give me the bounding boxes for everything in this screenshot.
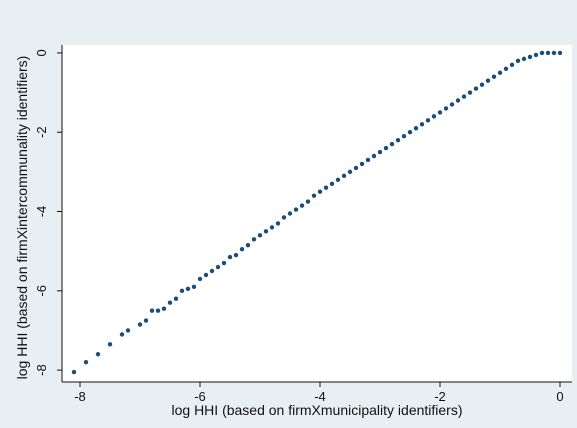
scatter-point: [551, 50, 557, 56]
scatter-point: [365, 157, 371, 163]
scatter-point: [161, 306, 167, 311]
scatter-point: [389, 141, 395, 147]
scatter-point: [251, 237, 257, 242]
y-ticks: -8 -6 -4 -2 0: [34, 49, 62, 376]
scatter-point: [467, 90, 473, 95]
scatter-point: [533, 52, 539, 58]
scatter-point: [125, 328, 131, 333]
scatter-point: [527, 54, 533, 60]
scatter-point: [149, 308, 155, 313]
scatter-point: [347, 169, 353, 175]
scatter-point: [461, 94, 467, 99]
x-tick-label: 0: [556, 389, 563, 404]
scatter-point: [281, 215, 287, 220]
scatter-point: [245, 243, 251, 248]
scatter-point: [545, 50, 551, 56]
scatter-point: [407, 130, 413, 135]
scatter-point: [257, 233, 263, 238]
scatter-point: [341, 173, 347, 179]
scatter-point: [209, 268, 215, 274]
scatter-point: [203, 272, 209, 278]
scatter-point: [239, 246, 245, 252]
scatter-point: [293, 207, 299, 212]
scatter-point: [479, 82, 485, 87]
x-tick-label: -8: [74, 389, 86, 404]
scatter-point: [431, 114, 437, 119]
scatter-point: [167, 300, 173, 305]
scatter-point: [401, 133, 407, 139]
scatter-point: [287, 211, 293, 216]
scatter-point: [323, 185, 329, 190]
y-tick-label: -2: [34, 126, 49, 138]
axes: -8 -6 -4 -2 0 -8 -6 -4 -2 0: [34, 45, 572, 404]
scatter-point: [377, 149, 383, 155]
scatter-point: [413, 126, 419, 131]
scatter-point: [155, 308, 161, 313]
scatter-point: [299, 203, 305, 208]
scatter-point: [95, 352, 101, 357]
scatter-point: [521, 56, 527, 62]
scatter-point: [317, 189, 323, 194]
scatter-point: [179, 288, 185, 294]
scatter-point: [425, 118, 431, 123]
y-tick-label: -8: [34, 364, 49, 376]
y-tick-label: 0: [34, 49, 49, 56]
scatter-point: [437, 110, 443, 115]
scatter-point: [491, 74, 497, 79]
scatter-points: [71, 50, 563, 375]
scatter-point: [455, 98, 461, 103]
scatter-point: [449, 102, 455, 107]
x-tick-label: -6: [194, 389, 206, 404]
scatter-point: [353, 165, 359, 171]
scatter-point: [305, 199, 311, 204]
scatter-point: [311, 193, 317, 198]
scatter-point: [383, 145, 389, 151]
scatter-point: [419, 122, 425, 127]
scatter-point: [227, 254, 233, 260]
scatter-point: [137, 322, 143, 327]
plot-area: [62, 45, 572, 382]
x-axis-label: log HHI (based on firmXmunicipality iden…: [172, 402, 463, 418]
scatter-point: [233, 252, 239, 258]
y-axis-label: log HHI (based on firmXintercommunality …: [14, 56, 30, 380]
scatter-point: [497, 70, 503, 75]
scatter-point: [335, 177, 341, 182]
y-tick-label: -4: [34, 206, 49, 218]
scatter-point: [473, 86, 479, 91]
scatter-point: [191, 284, 197, 290]
scatter-point: [143, 318, 149, 323]
x-tick-label: -2: [434, 389, 446, 404]
scatter-point: [371, 153, 377, 159]
scatter-point: [329, 181, 335, 186]
x-ticks: -8 -6 -4 -2 0: [74, 382, 564, 404]
scatter-point: [485, 78, 491, 83]
scatter-point: [503, 66, 509, 71]
x-tick-label: -4: [314, 389, 326, 404]
scatter-point: [557, 50, 563, 56]
scatter-point: [515, 58, 521, 64]
scatter-point: [71, 369, 77, 375]
scatter-point: [443, 106, 449, 111]
scatter-point: [215, 264, 221, 270]
scatter-point: [359, 161, 365, 167]
scatter-point: [119, 332, 125, 337]
scatter-point: [263, 229, 269, 234]
scatter-point: [275, 221, 281, 226]
y-tick-label: -6: [34, 285, 49, 297]
scatter-point: [185, 286, 191, 292]
scatter-point: [395, 137, 401, 143]
scatter-point: [509, 62, 515, 68]
scatter-point: [539, 50, 545, 56]
scatter-point: [269, 225, 275, 230]
scatter-point: [83, 359, 89, 365]
scatter-point: [107, 342, 113, 347]
scatter-point: [221, 260, 227, 266]
scatter-point: [197, 276, 203, 282]
scatter-point: [173, 296, 179, 301]
